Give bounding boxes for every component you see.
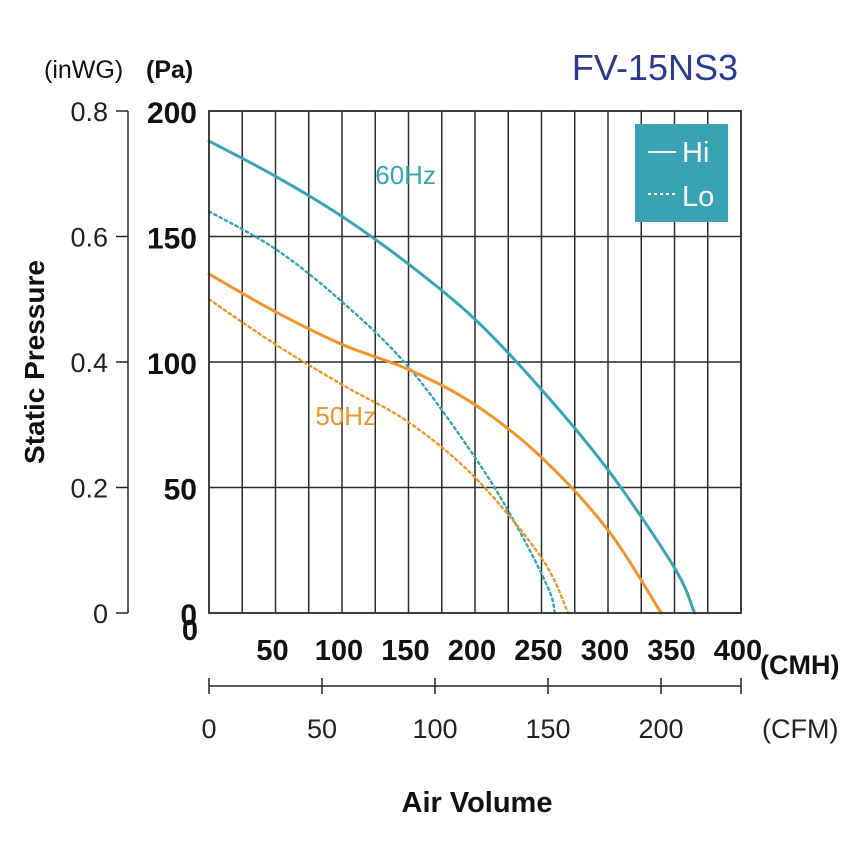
x-unit-cmh: (CMH) [760, 650, 839, 680]
cfm-tick-label: 200 [638, 714, 683, 744]
series-group [207, 139, 696, 615]
cfm-tick-label: 0 [201, 714, 216, 744]
grid [209, 111, 741, 613]
chart-title: FV-15NS3 [572, 47, 738, 88]
series-line-60hz-lo [207, 210, 556, 615]
frame [208, 110, 742, 614]
x-axis-title: Air Volume [402, 787, 553, 819]
cmh-tick-label: 150 [381, 635, 429, 667]
series-line-60hz-hi [207, 139, 696, 615]
cmh-tick-label: 350 [647, 635, 695, 667]
pa-tick-label: 50 [164, 474, 197, 507]
annotation-50hz: 50Hz [315, 401, 376, 431]
legend-label-lo: Lo [682, 181, 714, 213]
inwg-tick-label: 0.2 [70, 474, 108, 504]
inwg-tick-label: 0.8 [70, 97, 108, 127]
y-axis-title: Static Pressure [19, 260, 50, 464]
pa-zero-corner-label: 0 [182, 615, 198, 647]
cmh-tick-label: 400 [714, 635, 762, 667]
cmh-tick-label: 250 [514, 635, 562, 667]
legend-box: Hi Lo [635, 124, 728, 222]
legend-label-hi: Hi [682, 137, 709, 169]
annotation-60hz: 60Hz [375, 160, 436, 190]
axes: 0 0.2 0.4 0.6 0.8 0 50 100 150 200 0 50 100 150 200 250… [70, 97, 762, 744]
series-line-50hz-lo [207, 298, 570, 615]
y-unit-pa: (Pa) [146, 56, 193, 84]
plot-frame [208, 110, 742, 614]
cfm-tick-label: 100 [412, 714, 457, 744]
pa-tick-label: 100 [147, 348, 197, 381]
cmh-tick-label: 50 [256, 635, 288, 667]
cmh-tick-label: 200 [448, 635, 496, 667]
pa-tick-label: 0 [180, 599, 197, 632]
y-unit-inwg: (inWG) [44, 56, 123, 84]
pa-tick-label: 150 [147, 223, 197, 256]
cmh-tick-label: 100 [315, 635, 363, 667]
pa-tick-label: 200 [147, 97, 197, 130]
inwg-tick-label: 0 [93, 599, 108, 629]
inwg-tick-label: 0.4 [70, 348, 108, 378]
cfm-tick-label: 150 [525, 714, 570, 744]
x-unit-cfm: (CFM) [762, 714, 838, 744]
cmh-tick-label: 300 [581, 635, 629, 667]
labels: FV-15NS3 Static Pressure Air Volume (inW… [19, 47, 839, 819]
series-line-50hz-hi [207, 272, 663, 615]
cfm-tick-label: 50 [307, 714, 337, 744]
inwg-tick-label: 0.6 [70, 223, 108, 253]
